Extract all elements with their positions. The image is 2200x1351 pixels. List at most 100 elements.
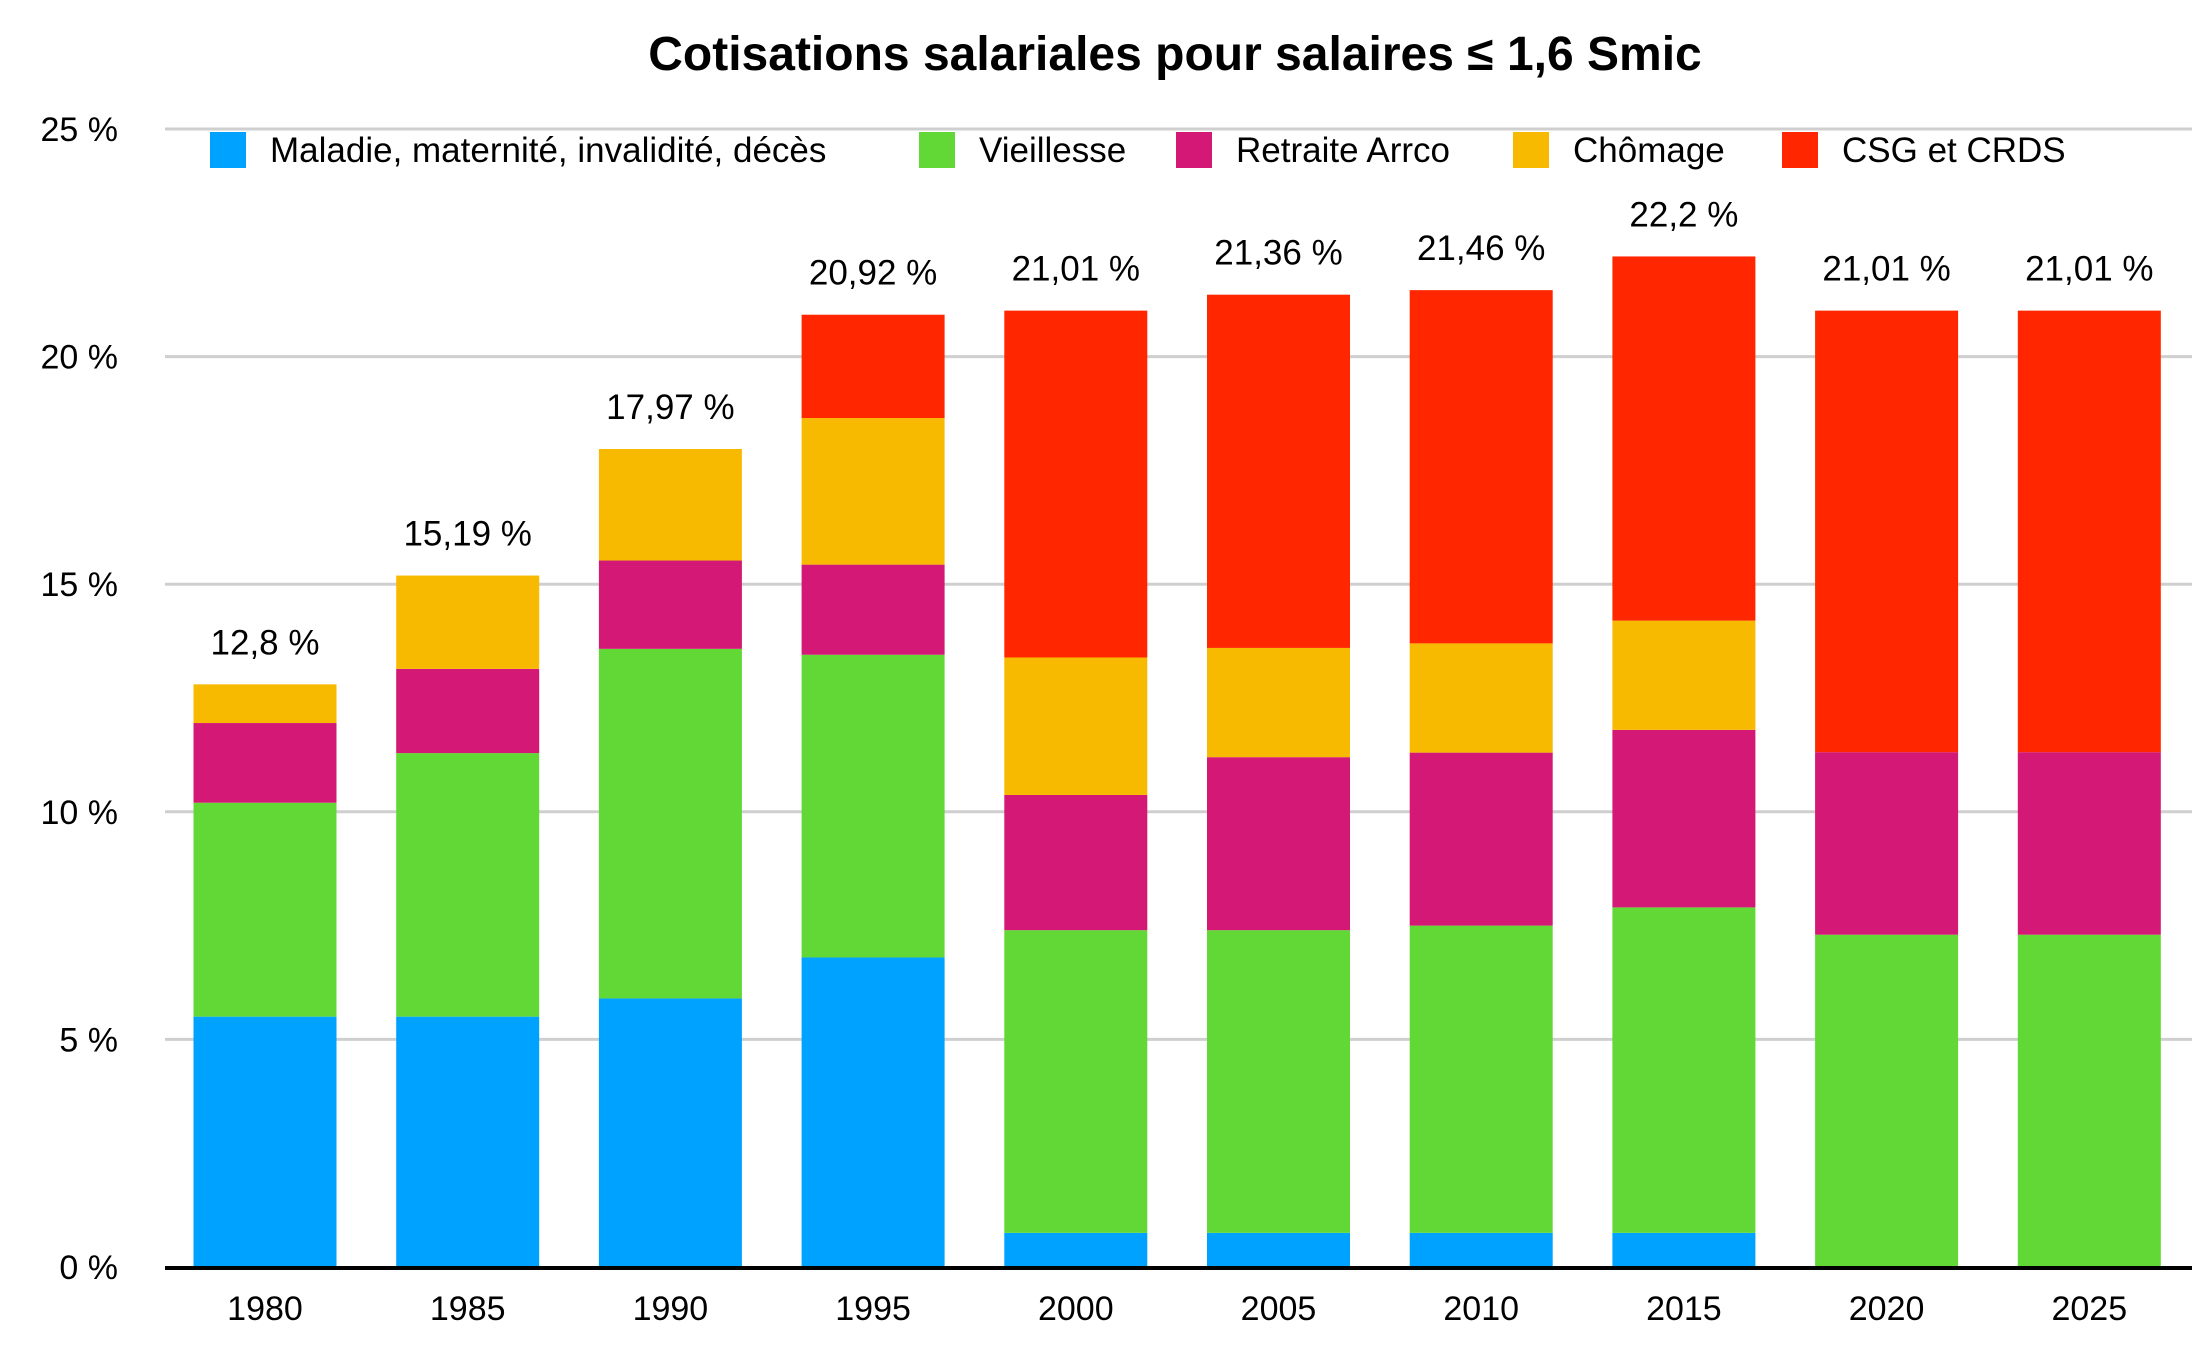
bar-stack-1995: [801, 314, 945, 1267]
total-label: 17,97 %: [606, 388, 734, 427]
bar-segment-2000-1: [1004, 930, 1148, 1233]
x-axis-ticks: 1980 1985 1990 1995 2000 2005 2010 2015 2020 2025: [227, 1290, 2127, 1328]
bar-segment-2010-1: [1409, 925, 1553, 1233]
total-label: 21,01 %: [2025, 250, 2153, 289]
bar-segment-2015-2: [1612, 729, 1756, 908]
total-label: 21,01 %: [1822, 250, 1950, 289]
legend-swatch: [1782, 132, 1818, 168]
legend-swatch: [919, 132, 955, 168]
bar-segment-2015-3: [1612, 620, 1756, 730]
x-tick-label: 1985: [430, 1290, 506, 1328]
bar-stack-2025: [2017, 310, 2161, 1267]
bar-segment-2000-2: [1004, 794, 1148, 931]
legend-item: CSG et CRDS: [1782, 131, 2066, 170]
bar-segment-2025-1: [2017, 934, 2161, 1267]
total-labels: 12,8 % 15,19 % 17,97 % 20,92 % 21,01 % 21,36 …: [211, 195, 2154, 662]
bar-segment-1985-1: [396, 753, 540, 1017]
x-tick-label: 2010: [1443, 1290, 1519, 1328]
legend-swatch: [1176, 132, 1212, 168]
bars: [193, 256, 2161, 1267]
bar-stack-2020: [1815, 310, 1959, 1267]
bar-segment-2010-3: [1409, 643, 1553, 753]
bar-segment-1995-3: [801, 418, 945, 565]
y-axis-ticks: 0 % 5 % 10 % 15 % 20 % 25 %: [41, 111, 119, 1287]
bar-segment-1980-3: [193, 684, 337, 724]
bar-segment-1995-2: [801, 564, 945, 655]
bar-segment-2005-1: [1207, 930, 1350, 1233]
bar-segment-1995-0: [801, 957, 945, 1267]
x-tick-label: 1980: [227, 1290, 303, 1328]
x-tick-label: 1990: [633, 1290, 709, 1328]
bar-segment-1990-1: [598, 648, 742, 999]
legend-label: Vieillesse: [979, 131, 1126, 170]
x-tick-label: 2000: [1038, 1290, 1114, 1328]
total-label: 15,19 %: [403, 515, 531, 554]
legend-item: Chômage: [1513, 131, 1725, 170]
bar-segment-2020-1: [1815, 934, 1959, 1267]
bar-segment-1985-3: [396, 575, 540, 669]
legend-label: Maladie, maternité, invalidité, décès: [270, 131, 826, 170]
bar-segment-1990-0: [598, 998, 742, 1267]
bar-segment-2005-2: [1207, 757, 1350, 931]
bar-segment-2010-4: [1409, 290, 1553, 644]
bar-segment-2000-4: [1004, 310, 1148, 658]
bar-segment-2020-4: [1815, 310, 1959, 753]
chart-title: Cotisations salariales pour salaires ≤ 1…: [648, 28, 1702, 81]
legend: Maladie, maternité, invalidité, décès Vie…: [210, 131, 2066, 170]
total-label: 21,01 %: [1012, 250, 1140, 289]
bar-segment-1985-2: [396, 668, 540, 754]
bar-segment-2015-1: [1612, 907, 1756, 1233]
bar-segment-1980-0: [193, 1016, 337, 1267]
bar-segment-1980-1: [193, 802, 337, 1017]
legend-label: Chômage: [1573, 131, 1725, 170]
legend-label: Retraite Arrco: [1236, 131, 1450, 170]
legend-label: CSG et CRDS: [1842, 131, 2066, 170]
bar-segment-2005-0: [1207, 1232, 1350, 1267]
y-tick-label: 5 %: [59, 1021, 118, 1059]
total-label: 21,46 %: [1417, 229, 1545, 268]
y-tick-label: 25 %: [41, 111, 119, 149]
bar-segment-2005-4: [1207, 294, 1350, 648]
bar-segment-1980-2: [193, 723, 337, 803]
total-label: 20,92 %: [809, 254, 937, 293]
bar-stack-1985: [396, 575, 540, 1267]
bar-segment-2025-4: [2017, 310, 2161, 753]
bar-segment-2000-0: [1004, 1232, 1148, 1267]
bar-stack-2010: [1409, 290, 1553, 1267]
x-tick-label: 1995: [835, 1290, 911, 1328]
bar-segment-1985-0: [396, 1016, 540, 1267]
bar-segment-1990-2: [598, 560, 742, 649]
bar-segment-1995-4: [801, 314, 945, 419]
legend-swatch: [1513, 132, 1549, 168]
bar-segment-1990-3: [598, 449, 742, 561]
bar-segment-2025-2: [2017, 752, 2161, 935]
y-tick-label: 20 %: [41, 339, 119, 377]
y-tick-label: 0 %: [59, 1249, 118, 1287]
y-tick-label: 15 %: [41, 566, 119, 604]
bar-stack-1990: [598, 449, 742, 1267]
bar-segment-2015-4: [1612, 256, 1756, 621]
bar-stack-2000: [1004, 310, 1148, 1267]
total-label: 12,8 %: [211, 623, 320, 662]
legend-item: Maladie, maternité, invalidité, décès: [210, 131, 826, 170]
x-tick-label: 2020: [1849, 1290, 1925, 1328]
y-tick-label: 10 %: [41, 794, 119, 832]
bar-segment-2010-2: [1409, 752, 1553, 926]
legend-swatch: [210, 132, 246, 168]
x-tick-label: 2005: [1241, 1290, 1317, 1328]
legend-item: Retraite Arrco: [1176, 131, 1450, 170]
bar-segment-2015-0: [1612, 1232, 1756, 1267]
total-label: 21,36 %: [1214, 234, 1342, 273]
bar-segment-2005-3: [1207, 647, 1350, 758]
x-tick-label: 2015: [1646, 1290, 1722, 1328]
legend-item: Vieillesse: [919, 131, 1126, 170]
x-tick-label: 2025: [2051, 1290, 2127, 1328]
bar-stack-2005: [1207, 294, 1350, 1267]
bar-segment-1995-1: [801, 654, 945, 958]
bar-segment-2000-3: [1004, 657, 1148, 795]
bar-stack-1980: [193, 684, 337, 1267]
total-label: 22,2 %: [1629, 195, 1738, 234]
bar-segment-2020-2: [1815, 752, 1959, 935]
bar-stack-2015: [1612, 256, 1756, 1267]
